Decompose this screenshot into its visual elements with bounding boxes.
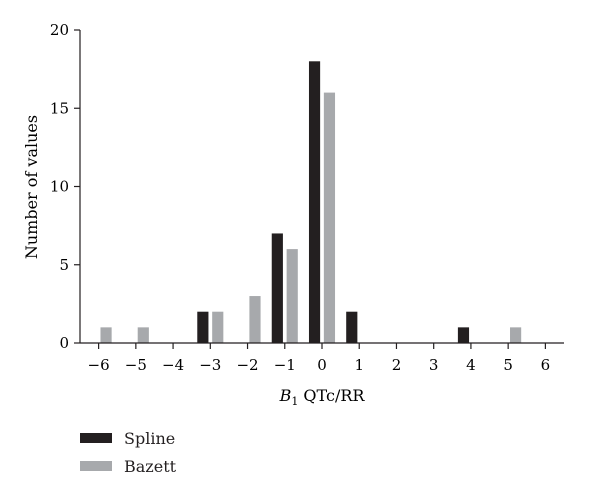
x-axis-label-subscript: 1 <box>291 395 298 408</box>
y-tick-label: 5 <box>59 256 69 274</box>
x-tick-label: −2 <box>236 356 258 374</box>
y-ticks: 0 5 10 15 20 <box>50 21 80 352</box>
x-tick-label: −1 <box>274 356 296 374</box>
bar-spline <box>197 311 209 343</box>
bar-bazett <box>137 327 149 343</box>
x-axis-label-italic: B <box>279 386 292 405</box>
bar-bazett <box>510 327 522 343</box>
legend-label-bazett: Bazett <box>124 456 177 476</box>
x-tick-label: −4 <box>162 356 184 374</box>
bars-group <box>100 61 522 344</box>
legend-item-bazett: Bazett <box>80 452 176 480</box>
legend-swatch-spline <box>80 433 112 443</box>
bar-bazett <box>323 92 336 343</box>
x-tick-label: 4 <box>466 356 476 374</box>
legend-swatch-bazett <box>80 461 112 471</box>
x-tick-label: 0 <box>317 356 327 374</box>
x-tick-label: 1 <box>354 356 364 374</box>
bar-spline <box>346 311 358 343</box>
x-tick-label: 5 <box>503 356 513 374</box>
legend-item-spline: Spline <box>80 424 176 452</box>
bar-bazett <box>212 311 224 343</box>
x-tick-label: −3 <box>199 356 221 374</box>
x-tick-label: 3 <box>429 356 439 374</box>
y-tick-label: 10 <box>50 178 69 196</box>
bar-spline <box>271 233 283 343</box>
y-axis-label: Number of values <box>22 115 41 259</box>
legend-label-spline: Spline <box>124 428 176 448</box>
bar-bazett <box>249 296 261 343</box>
x-tick-label: −6 <box>88 356 110 374</box>
bar-bazett <box>286 249 298 343</box>
y-tick-label: 15 <box>50 99 69 117</box>
bar-spline <box>308 61 321 344</box>
x-axis-label-rest: QTc/RR <box>298 386 365 405</box>
x-tick-label: 2 <box>392 356 402 374</box>
x-tick-label: −5 <box>125 356 147 374</box>
y-tick-label: 20 <box>50 21 69 39</box>
x-tick-label: 6 <box>541 356 551 374</box>
x-ticks: −6 −5 −4 −3 −2 −1 0 1 2 3 4 5 6 <box>88 343 551 374</box>
y-tick-label: 0 <box>59 334 69 352</box>
legend: Spline Bazett <box>80 424 176 480</box>
x-axis-label: B1 QTc/RR <box>279 386 366 408</box>
bar-bazett <box>100 327 112 343</box>
bar-spline <box>457 327 470 343</box>
